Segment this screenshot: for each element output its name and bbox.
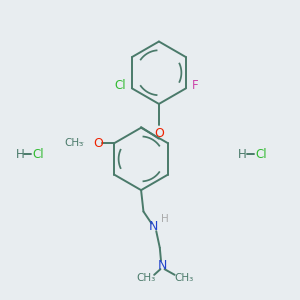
- Text: H: H: [161, 214, 169, 224]
- Text: H: H: [15, 148, 24, 161]
- Text: Cl: Cl: [33, 148, 44, 161]
- Text: N: N: [158, 259, 167, 272]
- Text: N: N: [149, 220, 159, 233]
- Text: Cl: Cl: [115, 80, 126, 92]
- Text: methoxy: methoxy: [79, 142, 85, 143]
- Text: F: F: [192, 80, 199, 92]
- Text: O: O: [94, 137, 103, 150]
- Text: CH₃: CH₃: [136, 273, 155, 284]
- Text: O: O: [154, 127, 164, 140]
- Text: CH₃: CH₃: [174, 273, 193, 284]
- Text: H: H: [238, 148, 247, 161]
- Text: Cl: Cl: [256, 148, 267, 161]
- Text: CH₃: CH₃: [64, 138, 84, 148]
